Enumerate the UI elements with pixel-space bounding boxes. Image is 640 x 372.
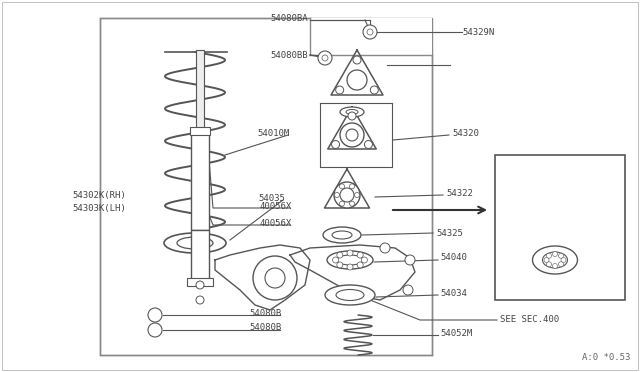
Circle shape	[403, 285, 413, 295]
Circle shape	[371, 86, 378, 94]
Circle shape	[253, 256, 297, 300]
Text: C,SE: C,SE	[503, 190, 527, 200]
Circle shape	[196, 281, 204, 289]
Circle shape	[547, 262, 552, 267]
Circle shape	[318, 51, 332, 65]
Text: 54010M: 54010M	[258, 128, 290, 138]
Circle shape	[347, 250, 353, 256]
Ellipse shape	[325, 285, 375, 305]
Circle shape	[362, 257, 367, 263]
Text: 54035: 54035	[258, 193, 285, 202]
Circle shape	[552, 263, 557, 269]
Bar	[191, 230, 209, 285]
Bar	[196, 50, 204, 130]
Circle shape	[349, 201, 355, 206]
Circle shape	[353, 56, 361, 64]
Ellipse shape	[532, 246, 577, 274]
Ellipse shape	[177, 237, 213, 249]
Circle shape	[335, 86, 344, 94]
Text: 54052M: 54052M	[440, 330, 472, 339]
Circle shape	[355, 192, 360, 198]
Circle shape	[339, 184, 344, 189]
Text: 54080B: 54080B	[250, 324, 282, 333]
Bar	[187, 278, 213, 286]
Text: SEE SEC.400: SEE SEC.400	[500, 315, 559, 324]
Text: 54080B: 54080B	[250, 310, 282, 318]
Circle shape	[340, 188, 354, 202]
Circle shape	[357, 252, 363, 258]
Circle shape	[357, 262, 363, 268]
Ellipse shape	[323, 227, 361, 243]
Ellipse shape	[336, 289, 364, 301]
Text: 54325: 54325	[436, 228, 463, 237]
Circle shape	[335, 192, 339, 198]
Ellipse shape	[164, 233, 226, 253]
Circle shape	[322, 55, 328, 61]
Ellipse shape	[340, 107, 364, 117]
Text: 54302K(RH): 54302K(RH)	[72, 190, 125, 199]
Ellipse shape	[337, 255, 363, 265]
Circle shape	[405, 255, 415, 265]
Circle shape	[380, 243, 390, 253]
Ellipse shape	[332, 231, 352, 239]
Circle shape	[337, 262, 343, 268]
Bar	[191, 130, 209, 230]
Text: 40056X: 40056X	[260, 218, 292, 228]
Text: 54329N: 54329N	[462, 28, 494, 36]
Text: 54040: 54040	[440, 253, 467, 263]
Circle shape	[547, 253, 552, 258]
Circle shape	[339, 201, 344, 206]
Circle shape	[363, 25, 377, 39]
Circle shape	[561, 257, 566, 263]
Text: A:0 *0.53: A:0 *0.53	[582, 353, 630, 362]
Circle shape	[559, 262, 563, 267]
Circle shape	[346, 129, 358, 141]
Circle shape	[552, 251, 557, 257]
Circle shape	[148, 308, 162, 322]
Ellipse shape	[346, 109, 358, 115]
Circle shape	[332, 141, 340, 148]
Text: 54303K(LH): 54303K(LH)	[72, 203, 125, 212]
Text: 54080BA: 54080BA	[270, 13, 308, 22]
Text: 54329: 54329	[503, 207, 532, 217]
Bar	[100, 18, 432, 355]
Circle shape	[367, 29, 373, 35]
Circle shape	[265, 268, 285, 288]
Text: 54034: 54034	[440, 289, 467, 298]
Circle shape	[148, 323, 162, 337]
Circle shape	[347, 70, 367, 90]
Text: 40056X: 40056X	[260, 202, 292, 211]
Circle shape	[340, 123, 364, 147]
Circle shape	[347, 264, 353, 270]
Text: SR20DE: SR20DE	[503, 173, 538, 183]
Circle shape	[544, 257, 549, 263]
Circle shape	[334, 182, 360, 208]
Bar	[310, 18, 432, 55]
Circle shape	[364, 141, 372, 148]
Circle shape	[348, 112, 356, 120]
Circle shape	[349, 184, 355, 189]
Circle shape	[196, 296, 204, 304]
Bar	[495, 155, 625, 300]
Bar	[190, 127, 210, 135]
Text: 54080BB: 54080BB	[270, 51, 308, 60]
Text: 54322: 54322	[446, 189, 473, 198]
Ellipse shape	[543, 252, 568, 268]
Circle shape	[333, 257, 339, 263]
Circle shape	[559, 253, 563, 258]
Text: 54320: 54320	[452, 128, 479, 138]
Ellipse shape	[327, 251, 373, 269]
Circle shape	[337, 252, 343, 258]
